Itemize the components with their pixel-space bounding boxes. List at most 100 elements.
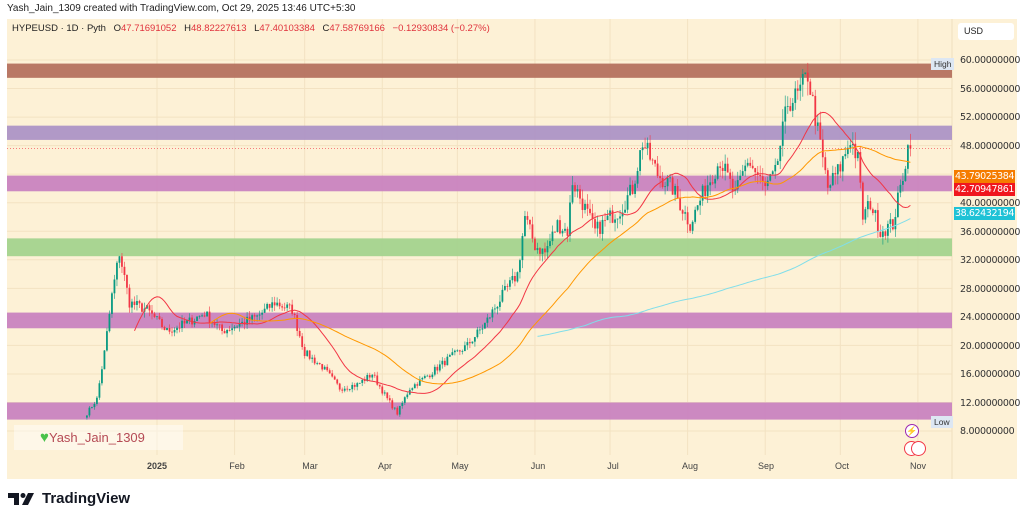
ma50-price-tag: 43.79025384 bbox=[954, 170, 1015, 183]
candle-body bbox=[201, 315, 203, 317]
candle-body bbox=[876, 210, 879, 233]
candle-body bbox=[178, 327, 181, 329]
candle-body bbox=[213, 322, 216, 326]
candle-body bbox=[841, 156, 844, 172]
candle-body bbox=[116, 262, 118, 280]
candle-body bbox=[886, 223, 889, 236]
candle-body bbox=[819, 122, 822, 140]
candle-body bbox=[909, 145, 912, 149]
candle-body bbox=[539, 248, 541, 254]
symbol-label[interactable]: HYPEUSD · 1D · Pyth bbox=[12, 23, 106, 34]
watermark-text: Yash_Jain_1309 bbox=[49, 430, 145, 445]
candle-body bbox=[416, 384, 419, 386]
candle-body bbox=[486, 317, 489, 323]
candle-body bbox=[529, 219, 531, 225]
candle-body bbox=[366, 374, 369, 382]
open-key: O bbox=[113, 23, 121, 34]
candle-body bbox=[504, 286, 506, 290]
candle-body bbox=[541, 248, 544, 254]
candle-body bbox=[774, 164, 777, 172]
ma200-price-tag: 38.62432194 bbox=[954, 207, 1015, 220]
price-zone bbox=[7, 312, 952, 329]
candle-body bbox=[433, 366, 436, 375]
candle-body bbox=[203, 315, 206, 317]
candle-body bbox=[421, 377, 424, 380]
candle-body bbox=[591, 213, 594, 220]
price-axis-label: 52.00000000 bbox=[960, 112, 1021, 123]
candle-body bbox=[351, 384, 354, 390]
candle-body bbox=[664, 186, 667, 188]
candle-body bbox=[398, 405, 401, 415]
candle-body bbox=[86, 415, 88, 418]
candle-body bbox=[771, 171, 774, 175]
candle-body bbox=[381, 386, 384, 394]
candle-body bbox=[739, 175, 742, 181]
high-marker: High bbox=[931, 58, 955, 70]
candle-body bbox=[196, 316, 198, 321]
candle-body bbox=[696, 205, 699, 210]
candle-body bbox=[676, 186, 679, 199]
candle-body bbox=[166, 327, 168, 331]
candle-body bbox=[148, 305, 151, 311]
price-zone bbox=[7, 402, 952, 420]
candle-body bbox=[716, 166, 719, 179]
candle-body bbox=[724, 163, 727, 171]
candle-body bbox=[443, 360, 446, 366]
candle-body bbox=[561, 230, 564, 234]
candle-body bbox=[861, 182, 864, 220]
candle-body bbox=[859, 152, 862, 183]
candle-body bbox=[829, 185, 832, 188]
candle-body bbox=[481, 328, 484, 330]
candle-body bbox=[629, 184, 631, 196]
candle-body bbox=[471, 341, 474, 344]
candle-body bbox=[161, 319, 163, 328]
candle-body bbox=[441, 360, 444, 365]
candle-body bbox=[896, 192, 899, 217]
candle-body bbox=[721, 167, 724, 171]
price-axis-label: 24.00000000 bbox=[960, 312, 1021, 323]
candle-body bbox=[418, 379, 421, 386]
candle-body bbox=[786, 106, 789, 107]
time-axis-label: Jul bbox=[607, 461, 619, 471]
candle-body bbox=[671, 177, 674, 195]
lightning-event-icon[interactable]: ⚡ bbox=[905, 424, 919, 438]
candle-body bbox=[881, 231, 884, 237]
candle-body bbox=[251, 315, 254, 321]
time-axis-label: Oct bbox=[834, 461, 850, 471]
candle-body bbox=[864, 209, 867, 220]
candle-body bbox=[754, 168, 757, 173]
candle-body bbox=[804, 72, 807, 74]
candle-body bbox=[458, 350, 461, 352]
candle-body bbox=[301, 336, 304, 347]
candle-body bbox=[831, 172, 834, 186]
candle-body bbox=[428, 375, 431, 378]
candle-body bbox=[799, 84, 802, 91]
candle-body bbox=[221, 324, 223, 331]
us-flag-event-icon[interactable] bbox=[911, 441, 926, 456]
candle-body bbox=[218, 324, 221, 326]
candle-body bbox=[261, 312, 264, 315]
candle-body bbox=[704, 185, 707, 197]
candle-body bbox=[118, 256, 121, 263]
ma20-price-tag: 42.70947861 bbox=[954, 183, 1015, 196]
candle-body bbox=[283, 307, 286, 309]
candle-body bbox=[509, 280, 511, 287]
ohlc-legend: HYPEUSD · 1D · Pyth O47.71691052 H48.822… bbox=[12, 23, 490, 34]
candle-body bbox=[776, 161, 779, 165]
candle-body bbox=[579, 189, 581, 199]
candle-body bbox=[901, 180, 904, 185]
candle-body bbox=[759, 174, 762, 177]
moving-average-50 bbox=[209, 145, 911, 385]
candle-body bbox=[286, 304, 289, 308]
candle-body bbox=[821, 139, 824, 158]
candle-body bbox=[403, 397, 406, 403]
candle-body bbox=[626, 195, 629, 210]
candle-body bbox=[526, 216, 529, 220]
candle-body bbox=[298, 330, 301, 337]
candle-body bbox=[714, 178, 717, 184]
currency-selector[interactable]: USD bbox=[958, 23, 1014, 40]
tradingview-logo[interactable]: TradingView bbox=[8, 490, 130, 507]
candle-body bbox=[569, 202, 571, 236]
candle-body bbox=[606, 215, 609, 221]
